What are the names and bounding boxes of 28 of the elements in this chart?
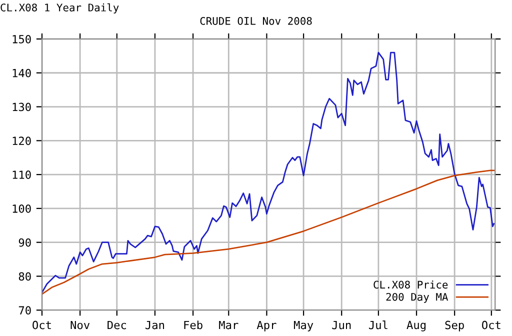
x-tick-label: Jul [369, 320, 388, 330]
line-series [42, 52, 495, 294]
x-tick-label: Oct [32, 320, 51, 330]
y-tick-label: 80 [18, 272, 31, 281]
y-tick-label: 120 [12, 136, 31, 146]
chart-subtitle: CL.X08 1 Year Daily [0, 3, 119, 14]
x-tick-label: Sep [445, 320, 464, 332]
y-tick-label: 90 [18, 238, 31, 247]
x-tick-label: Jun [332, 320, 351, 330]
y-tick-label: 140 [12, 68, 31, 78]
y-tick-label: 70 [18, 306, 31, 315]
x-tick-label: Dec [108, 320, 126, 330]
legend-label: CL.X08 Price [374, 280, 448, 289]
chart-title: CRUDE OIL Nov 2008 [200, 17, 312, 25]
line-series [42, 170, 495, 295]
y-tick-label: 100 [12, 204, 31, 213]
x-tick-label: Feb [184, 320, 202, 330]
y-tick-label: 110 [12, 170, 31, 179]
x-tick-label: Jan [146, 320, 164, 330]
x-tick-label: May [294, 320, 314, 332]
legend-label: 200 Day MA [386, 292, 448, 303]
x-tick-label: Oct [482, 320, 500, 330]
x-tick-label: Nov [70, 320, 90, 330]
x-tick-label: Aug [406, 320, 426, 332]
y-tick-label: 130 [12, 102, 31, 112]
y-tick-label: 150 [12, 34, 31, 44]
x-tick-label: Apr [256, 320, 276, 332]
x-tick-label: Mar [219, 320, 238, 330]
